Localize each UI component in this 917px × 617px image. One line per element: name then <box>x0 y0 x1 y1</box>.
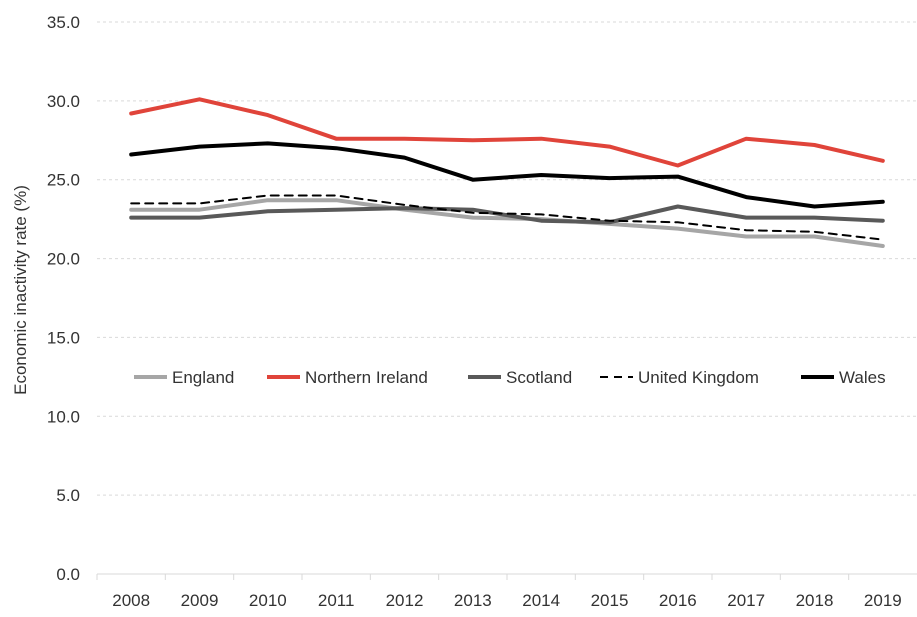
legend-label: Northern Ireland <box>305 368 428 387</box>
x-tick-label: 2015 <box>591 591 629 610</box>
y-tick-label: 35.0 <box>47 13 80 32</box>
legend-label: England <box>172 368 234 387</box>
x-tick-label: 2019 <box>864 591 902 610</box>
y-tick-label: 10.0 <box>47 407 80 426</box>
x-tick-label: 2014 <box>522 591 560 610</box>
y-tick-label: 15.0 <box>47 328 80 347</box>
y-tick-label: 0.0 <box>56 565 80 584</box>
x-tick-label: 2010 <box>249 591 287 610</box>
x-tick-label: 2009 <box>181 591 219 610</box>
y-tick-label: 25.0 <box>47 171 80 190</box>
legend: England Northern Ireland Scotland United Ki… <box>134 368 886 387</box>
x-tick-label: 2012 <box>386 591 424 610</box>
x-tick-label: 2008 <box>112 591 150 610</box>
legend-label: Scotland <box>506 368 572 387</box>
x-tick-label: 2018 <box>796 591 834 610</box>
x-tick-label: 2013 <box>454 591 492 610</box>
series-line-northern-ireland <box>131 99 883 165</box>
series-line-england <box>131 200 883 246</box>
gridlines <box>97 22 917 495</box>
x-tick-label: 2017 <box>727 591 765 610</box>
series-line-wales <box>131 143 883 206</box>
y-axis-title: Economic inactivity rate (%) <box>11 185 30 395</box>
legend-label: Wales <box>839 368 886 387</box>
y-tick-label: 5.0 <box>56 486 80 505</box>
legend-label: United Kingdom <box>638 368 759 387</box>
x-tick-label: 2016 <box>659 591 697 610</box>
x-tick-label: 2011 <box>318 591 355 610</box>
y-tick-label: 30.0 <box>47 92 80 111</box>
series-lines <box>131 99 883 246</box>
y-tick-label: 20.0 <box>47 250 80 269</box>
